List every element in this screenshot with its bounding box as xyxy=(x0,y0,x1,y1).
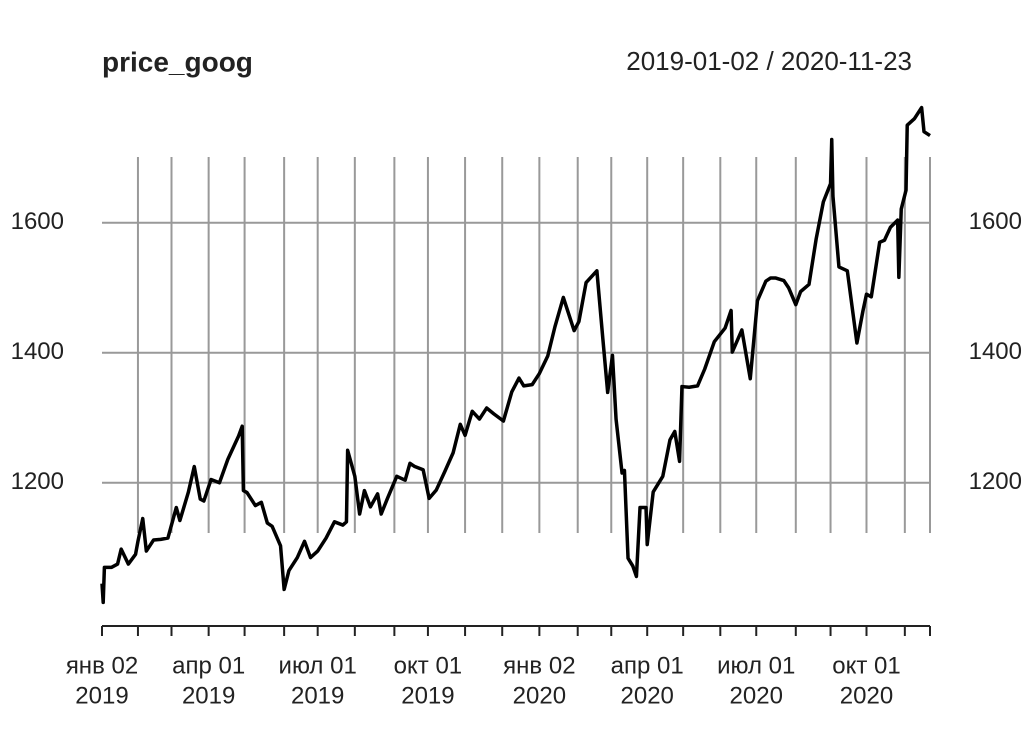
x-tick-year: 2019 xyxy=(182,682,235,709)
y-tick-label: 1400 xyxy=(11,338,64,365)
x-tick-label: апр 01 xyxy=(172,652,245,679)
x-tick-year: 2019 xyxy=(75,682,128,709)
x-tick-label: янв 02 xyxy=(503,652,575,679)
y2-tick-label: 1200 xyxy=(969,468,1022,495)
x-tick-label: июл 01 xyxy=(279,652,357,679)
x-tick-label: апр 01 xyxy=(611,652,684,679)
y-tick-label: 1200 xyxy=(11,468,64,495)
y-tick-label: 1600 xyxy=(11,208,64,235)
x-tick-year: 2020 xyxy=(513,682,566,709)
date-range: 2019-01-02 / 2020-11-23 xyxy=(626,46,912,76)
x-tick-year: 2020 xyxy=(730,682,783,709)
chart-title: price_goog xyxy=(102,46,253,77)
x-tick-year: 2020 xyxy=(840,682,893,709)
y2-tick-label: 1600 xyxy=(969,208,1022,235)
x-tick-label: янв 02 xyxy=(66,652,138,679)
x-tick-year: 2019 xyxy=(291,682,344,709)
x-tick-year: 2020 xyxy=(621,682,674,709)
x-tick-label: окт 01 xyxy=(832,652,900,679)
x-tick-label: окт 01 xyxy=(394,652,462,679)
x-tick-label: июл 01 xyxy=(717,652,795,679)
price-line xyxy=(100,105,931,605)
x-tick-year: 2019 xyxy=(401,682,454,709)
y2-tick-label: 1400 xyxy=(969,338,1022,365)
